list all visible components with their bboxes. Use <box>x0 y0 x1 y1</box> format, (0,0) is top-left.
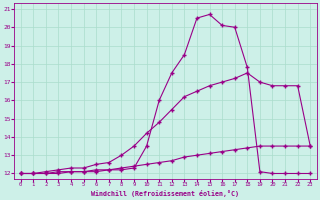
X-axis label: Windchill (Refroidissement éolien,°C): Windchill (Refroidissement éolien,°C) <box>92 190 239 197</box>
